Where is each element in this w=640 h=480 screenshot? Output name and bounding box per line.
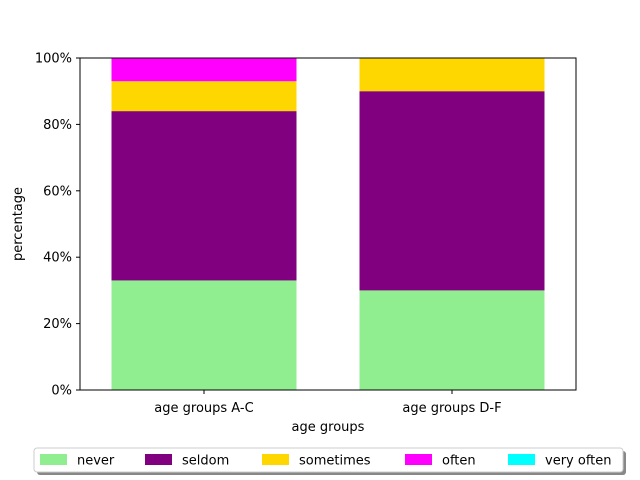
bar-never-1: [111, 280, 297, 390]
x-axis-title: age groups: [292, 420, 365, 435]
x-axis: age groups A-C age groups D-F: [154, 390, 502, 416]
legend: never seldom sometimes often very often: [33, 447, 626, 475]
legend-swatch-very-often: [508, 454, 535, 465]
legend-swatch-seldom: [145, 454, 172, 465]
x-tick-label: age groups D-F: [402, 401, 501, 416]
legend-label-often: often: [442, 454, 476, 469]
legend-box: [33, 447, 624, 473]
legend-label-never: never: [77, 454, 115, 469]
bar-often-1: [111, 58, 297, 82]
legend-label-sometimes: sometimes: [299, 454, 371, 469]
legend-label-very-often: very often: [545, 454, 612, 469]
bar-seldom-1: [111, 111, 297, 281]
y-tick-label: 20%: [43, 317, 72, 332]
bar-never-2: [359, 290, 545, 390]
legend-label-seldom: seldom: [182, 454, 229, 469]
bar-seldom-2: [359, 91, 545, 291]
y-tick-label: 100%: [35, 52, 72, 67]
y-tick-label: 40%: [43, 251, 72, 266]
legend-swatch-sometimes: [262, 454, 289, 465]
y-tick-label: 80%: [43, 118, 72, 133]
y-tick-label: 60%: [43, 184, 72, 199]
bars-group: [111, 58, 545, 390]
y-axis: 0% 20% 40% 60% 80% 100%: [35, 52, 80, 399]
y-axis-title: percentage: [11, 187, 26, 261]
legend-swatch-never: [40, 454, 67, 465]
bar-sometimes-2: [359, 58, 545, 92]
bar-sometimes-1: [111, 81, 297, 112]
y-tick-label: 0%: [51, 384, 72, 399]
legend-swatch-often: [405, 454, 432, 465]
plot-frame: [79, 57, 577, 391]
x-tick-label: age groups A-C: [154, 401, 253, 416]
